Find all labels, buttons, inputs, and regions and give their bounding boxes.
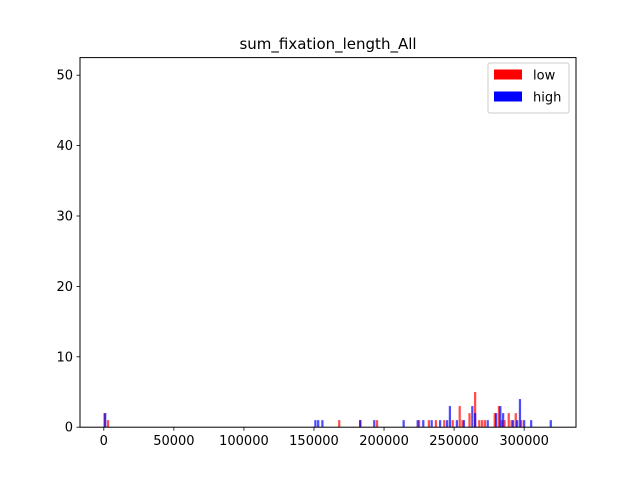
bar-low-9	[451, 420, 454, 428]
bar-high-5	[373, 420, 376, 428]
bar-high-15	[471, 406, 474, 428]
bar-high-13	[455, 420, 459, 428]
bar-high-11	[445, 420, 449, 428]
bar-low-16	[483, 420, 487, 428]
bar-high-4	[359, 420, 362, 428]
y-tick-label-0: 0	[65, 421, 73, 436]
bar-low-17	[493, 413, 496, 428]
legend-swatch-low	[494, 69, 522, 80]
bar-high-21	[511, 420, 515, 428]
bar-high-26	[549, 420, 552, 428]
bar-low-20	[503, 420, 506, 428]
bar-low-5	[417, 420, 421, 428]
legend-swatch-high	[494, 91, 522, 102]
bar-high-16	[474, 413, 477, 428]
legend-label-high: high	[533, 91, 561, 106]
bar-high-8	[422, 420, 425, 428]
bar-high-19	[499, 406, 502, 428]
y-tick-label-4: 40	[56, 139, 73, 154]
bar-high-24	[523, 420, 526, 428]
x-tick-label-3: 150000	[289, 434, 339, 449]
bar-low-2	[338, 420, 341, 428]
bar-low-11	[461, 420, 464, 428]
bar-low-1	[106, 420, 110, 428]
bar-high-23	[518, 399, 522, 428]
legend-label-low: low	[533, 69, 556, 84]
chart-title: sum_fixation_length_All	[239, 35, 416, 54]
x-tick-label-2: 100000	[219, 434, 269, 449]
bar-high-14	[462, 420, 466, 428]
y-axis-ticks: 0 10 20 30 40 50	[56, 69, 80, 436]
bar-high-9	[430, 420, 433, 428]
bar-high-17	[486, 420, 489, 428]
bar-low-15	[481, 420, 484, 428]
bar-high-18	[495, 413, 498, 428]
bar-low-14	[478, 420, 481, 428]
bar-low-21	[507, 413, 510, 428]
bar-high-20	[502, 413, 505, 428]
bar-low-10	[458, 406, 461, 428]
bar-low-12	[468, 413, 471, 428]
bar-high-1	[314, 420, 317, 428]
x-axis-ticks: 0 50000 100000 150000 200000 250000 300000	[100, 427, 549, 449]
y-tick-label-5: 50	[56, 69, 73, 84]
bar-high-6	[402, 420, 405, 428]
bar-high-7	[416, 420, 419, 428]
bar-low-18	[497, 406, 501, 428]
bar-low-22	[510, 420, 513, 428]
x-tick-label-6: 300000	[499, 434, 549, 449]
bar-high-25	[530, 420, 533, 428]
bars-group	[103, 392, 552, 428]
bar-low-13	[474, 392, 477, 428]
bar-high-12	[448, 406, 452, 428]
bar-low-24	[520, 420, 523, 428]
y-tick-label-1: 10	[56, 350, 73, 365]
y-tick-label-2: 20	[56, 280, 73, 295]
x-tick-label-0: 0	[100, 434, 108, 449]
bar-high-2	[317, 420, 320, 428]
bar-high-0	[104, 413, 107, 428]
bar-high-10	[438, 420, 442, 428]
x-tick-label-1: 50000	[153, 434, 194, 449]
bar-low-4	[375, 420, 379, 428]
bar-high-22	[516, 420, 519, 428]
bar-low-23	[514, 413, 517, 428]
bar-low-6	[427, 420, 430, 428]
bar-low-8	[443, 420, 446, 428]
bar-low-19	[500, 420, 503, 428]
bar-low-7	[434, 420, 438, 428]
legend: low high	[487, 62, 570, 114]
plot-frame	[79, 57, 577, 428]
x-tick-label-5: 250000	[429, 434, 479, 449]
bar-high-3	[321, 420, 324, 428]
x-tick-label-4: 200000	[359, 434, 409, 449]
y-tick-label-3: 30	[56, 210, 73, 225]
